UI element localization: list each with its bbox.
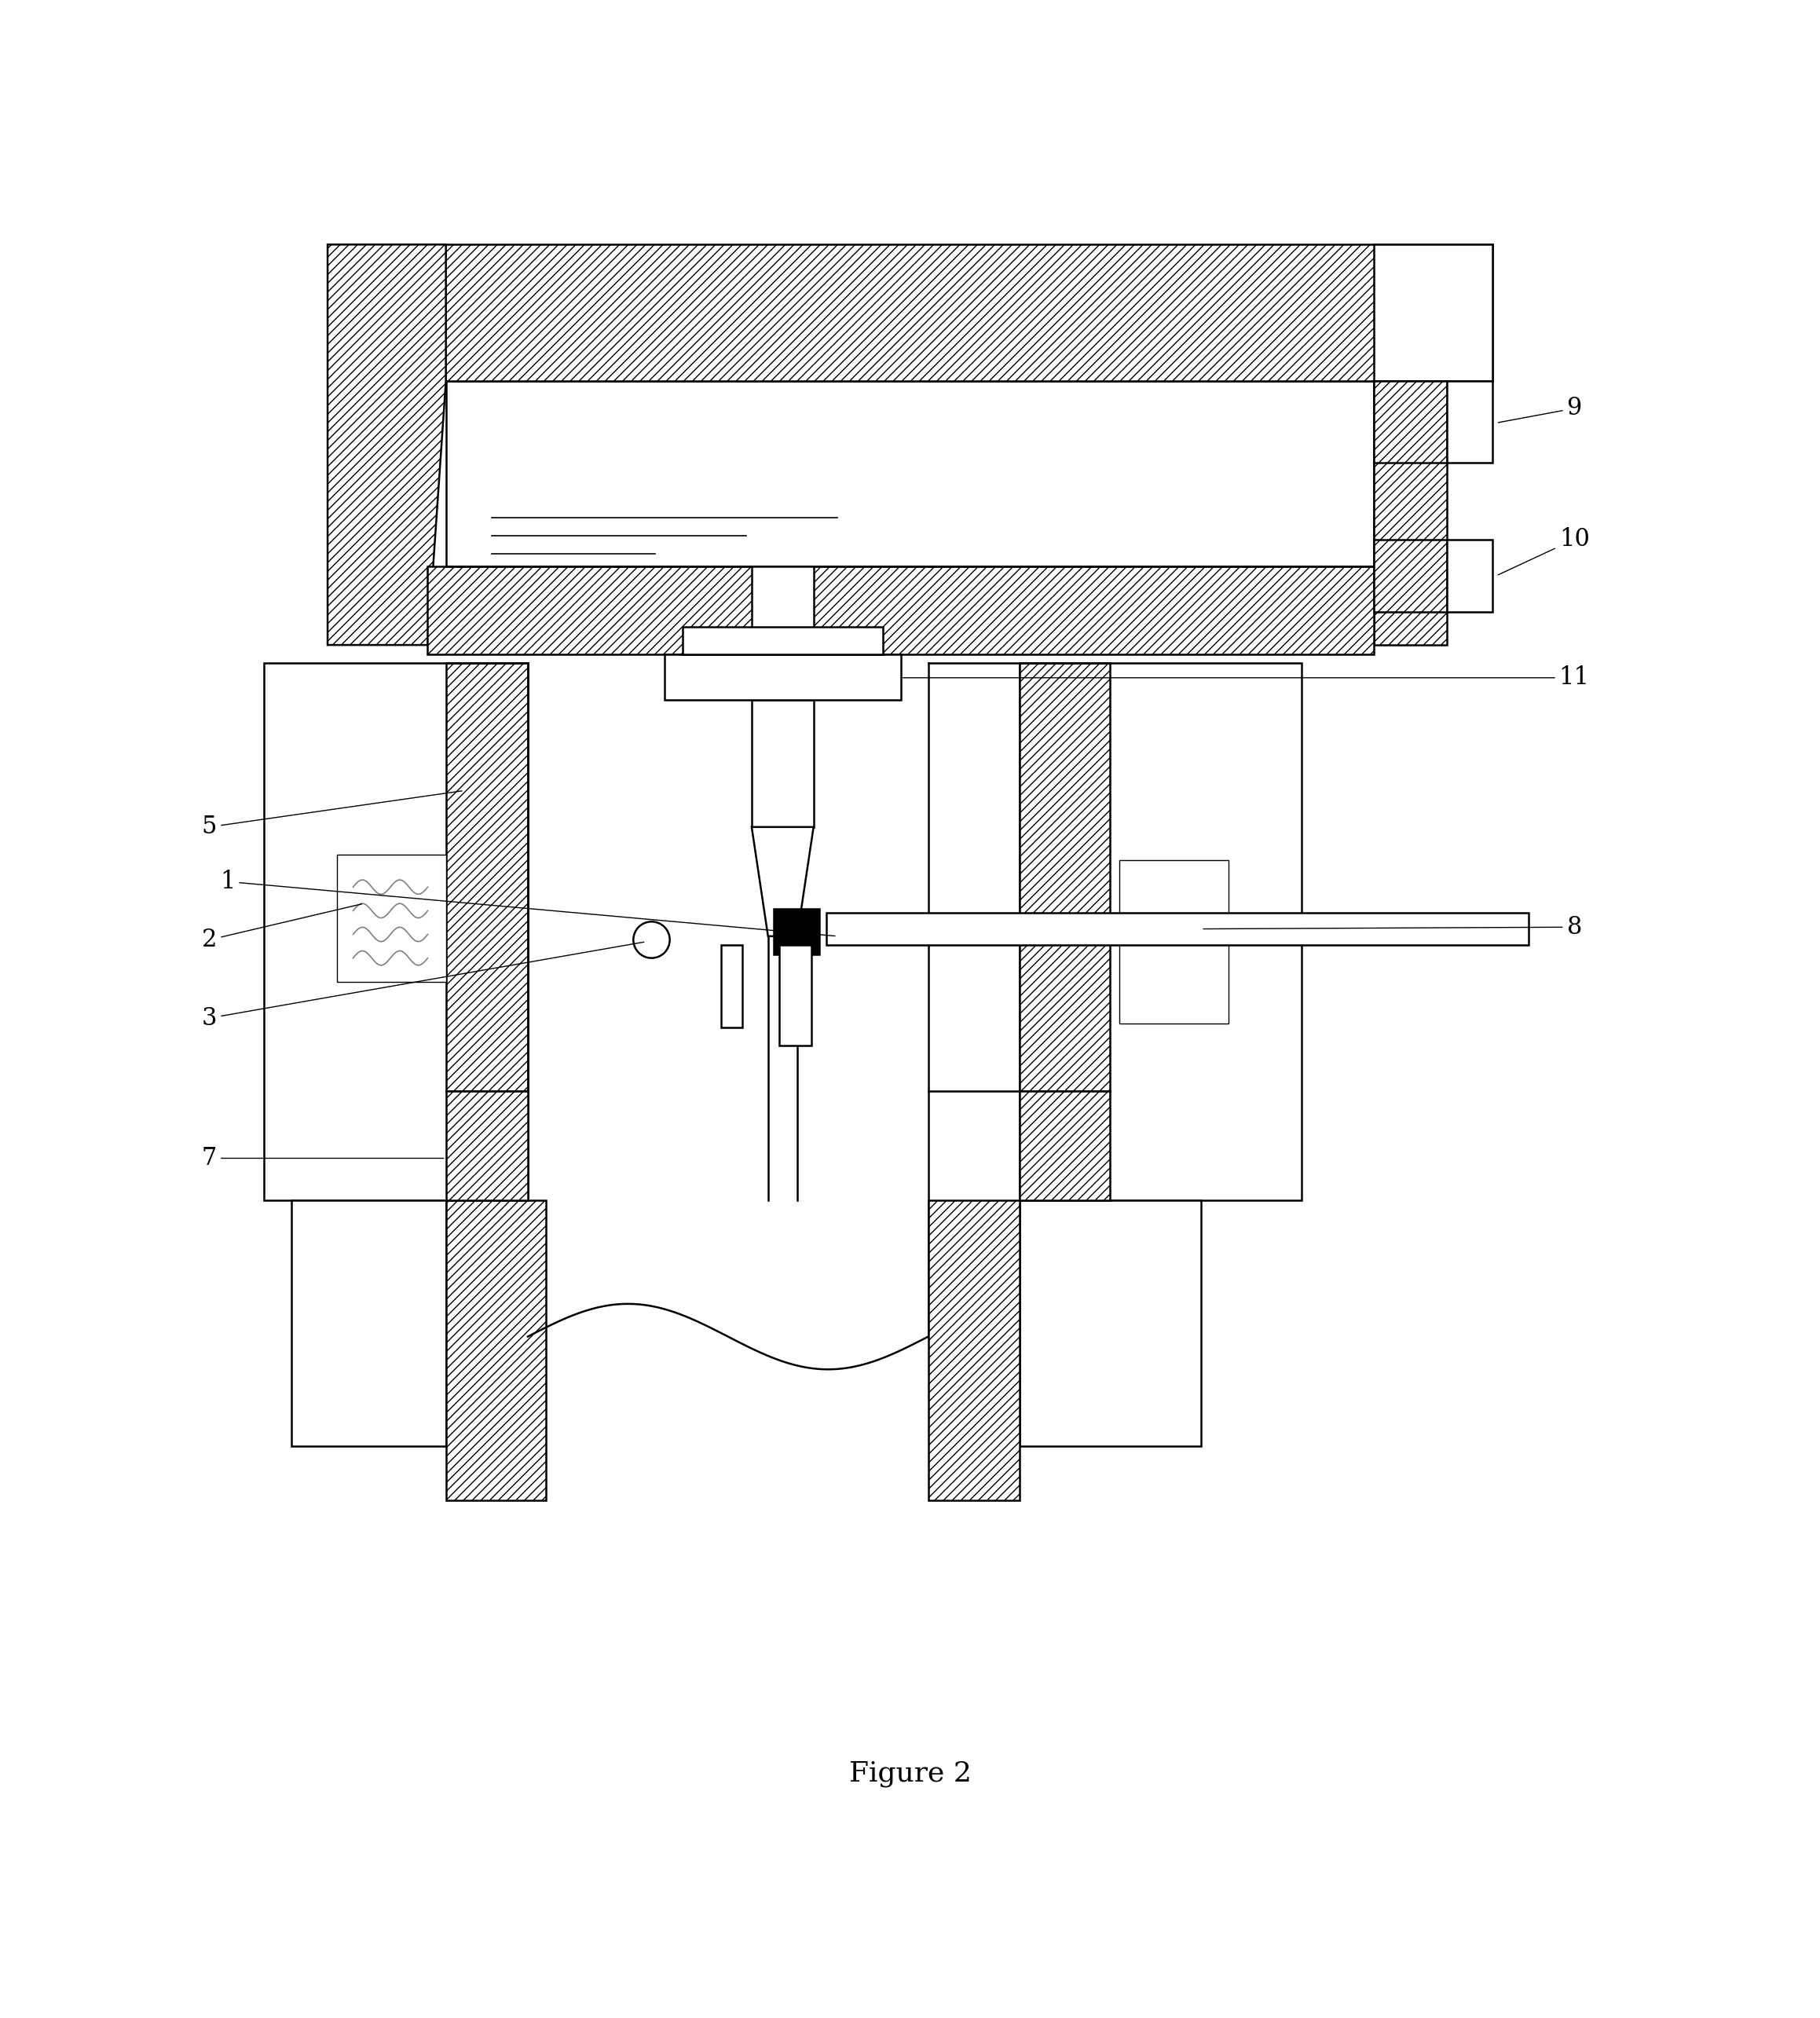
Text: 3: 3 — [202, 942, 644, 1031]
Bar — [446, 1201, 546, 1501]
Bar — [1447, 539, 1492, 611]
Bar — [928, 1201, 1019, 1501]
Bar — [1019, 664, 1110, 1092]
Polygon shape — [752, 827, 814, 936]
Bar — [446, 1092, 528, 1201]
Bar — [774, 908, 819, 955]
Text: 1: 1 — [220, 870, 835, 936]
Bar — [752, 567, 814, 654]
Text: 7: 7 — [202, 1146, 444, 1170]
Bar — [1019, 1092, 1110, 1201]
Text: 2: 2 — [202, 904, 362, 952]
Bar — [752, 700, 814, 827]
Bar — [721, 944, 743, 1027]
Polygon shape — [1374, 244, 1492, 381]
Bar — [1119, 860, 1229, 1023]
Bar — [1374, 539, 1447, 611]
Bar — [428, 567, 1374, 654]
Text: Figure 2: Figure 2 — [848, 1760, 972, 1786]
Bar — [337, 854, 446, 981]
Bar — [826, 912, 1529, 944]
Text: 9: 9 — [1498, 396, 1582, 422]
Bar — [1374, 381, 1447, 462]
Text: 5: 5 — [202, 791, 462, 839]
Text: 8: 8 — [1203, 914, 1582, 938]
Polygon shape — [328, 244, 446, 646]
Circle shape — [633, 922, 670, 959]
Bar — [446, 381, 1374, 567]
Bar — [291, 1201, 446, 1445]
Text: 10: 10 — [1498, 527, 1589, 575]
Bar — [682, 628, 883, 654]
Text: 11: 11 — [903, 666, 1589, 690]
Polygon shape — [1374, 381, 1447, 646]
Bar — [664, 654, 901, 700]
Bar — [264, 664, 528, 1201]
Bar — [1019, 664, 1301, 1201]
Bar — [1019, 1201, 1201, 1445]
Bar — [1447, 381, 1492, 462]
Bar — [328, 244, 1492, 381]
Bar — [446, 664, 528, 1092]
Bar — [779, 944, 812, 1045]
